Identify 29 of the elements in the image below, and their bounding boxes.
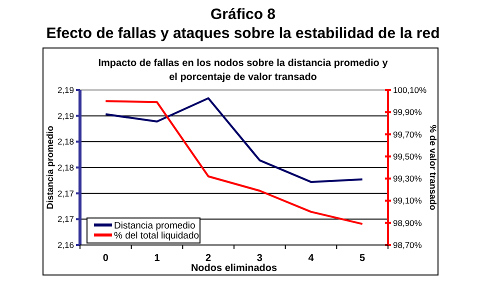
y2-tick-label: 99,90% [393,107,422,118]
y-tick-label: 2,19 [57,85,74,95]
y2-tick-label: 99,30% [393,174,422,184]
y-axis-title: Distancia promedio [45,125,55,210]
chart-subtitle: Impacto de fallas en los nodos sobre la distancia promedio y el porcentaje de valor transado [98,58,388,83]
x-tick-label: 3 [256,253,263,264]
legend-label: Distancia promedio [114,220,196,232]
y-tick-label: 2,19 [57,110,74,121]
y-tick-label: 2,18 [57,136,74,147]
y-tick-label: 2,17 [57,214,74,224]
y2-tick-label: 99,50% [393,151,422,162]
y-tick-label: 2,17 [57,188,74,198]
y2-tick-label: 98,90% [393,218,422,228]
y-tick-label: 2,18 [57,162,74,172]
line-series [104,97,364,183]
y2-axis-title: % de valor transado [428,124,438,211]
x-axis-title: Nodos eliminados [190,263,278,274]
chart-title: Gráfico 8 Efecto de fallas y ataques sobre la estabilidad de la red [46,6,440,42]
y2-tick-label: 99,70% [393,129,422,140]
y2-tick-label: 98,70% [393,240,422,250]
y2-tick-label: 99,10% [393,196,422,206]
x-tick-label: 5 [360,253,366,264]
x-tick-label: 4 [308,253,314,264]
x-tick-label: 0 [102,253,109,264]
x-tick-label: 2 [206,253,212,264]
x-tick-label: 1 [154,253,160,264]
legend-label: % del total liquidado [114,230,200,242]
y-tick-label: 2,16 [57,240,74,250]
y2-tick-label: 100,10% [393,85,427,95]
